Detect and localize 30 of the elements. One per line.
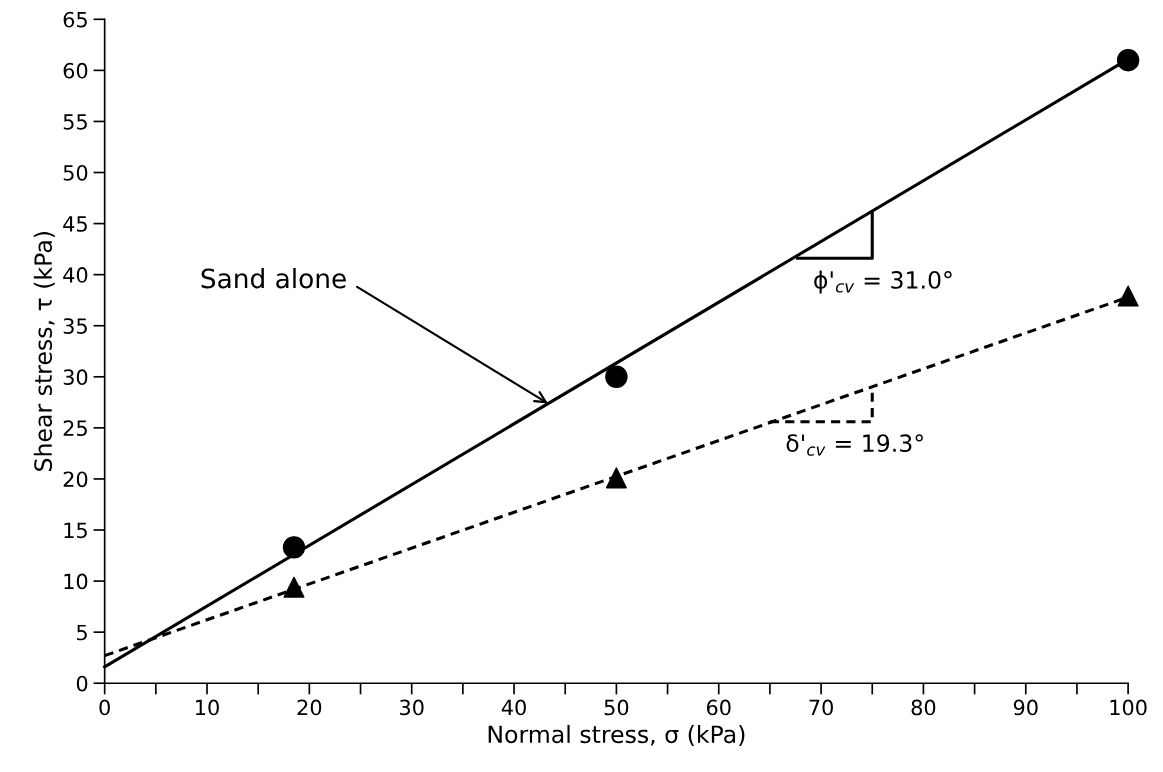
y-tick-label: 65 — [63, 11, 87, 28]
y-tick-label: 15 — [64, 522, 87, 539]
y-tick-label: 35 — [63, 318, 87, 334]
y-tick-label: 60 — [63, 62, 88, 79]
x-tick-label: 50 — [604, 699, 629, 716]
y-tick-label: 50 — [63, 164, 88, 181]
x-tick-label: 90 — [1013, 699, 1038, 716]
annotation: δ'$_{cv}$ = 19.3° — [786, 434, 923, 456]
x-axis-title: Normal stress, σ (kPa) — [488, 724, 745, 746]
x-tick-label: 10 — [196, 699, 219, 716]
annotation: Sand alone — [201, 268, 346, 289]
y-tick-label: 30 — [63, 369, 88, 386]
annotation: ϕ'$_{cv}$ = 31.0° — [814, 270, 952, 294]
y-tick-label: 0 — [76, 675, 88, 692]
x-tick-label: 40 — [501, 699, 526, 716]
x-tick-label: 20 — [297, 699, 322, 716]
y-tick-label: 5 — [77, 624, 87, 641]
x-tick-label: 0 — [99, 699, 110, 716]
y-tick-label: 40 — [63, 267, 88, 283]
y-tick-label: 45 — [63, 216, 87, 232]
y-tick-label: 10 — [64, 573, 88, 590]
x-tick-label: 100 — [1110, 699, 1147, 716]
x-tick-label: 60 — [706, 699, 731, 716]
x-tick-label: 70 — [809, 699, 833, 716]
y-axis-title: Shear stress, τ (kPa) — [33, 232, 55, 471]
y-tick-label: 55 — [63, 114, 87, 130]
y-tick-label: 20 — [63, 471, 88, 488]
x-tick-label: 30 — [400, 699, 424, 716]
y-tick-label: 25 — [63, 420, 87, 437]
x-tick-label: 80 — [911, 699, 936, 716]
